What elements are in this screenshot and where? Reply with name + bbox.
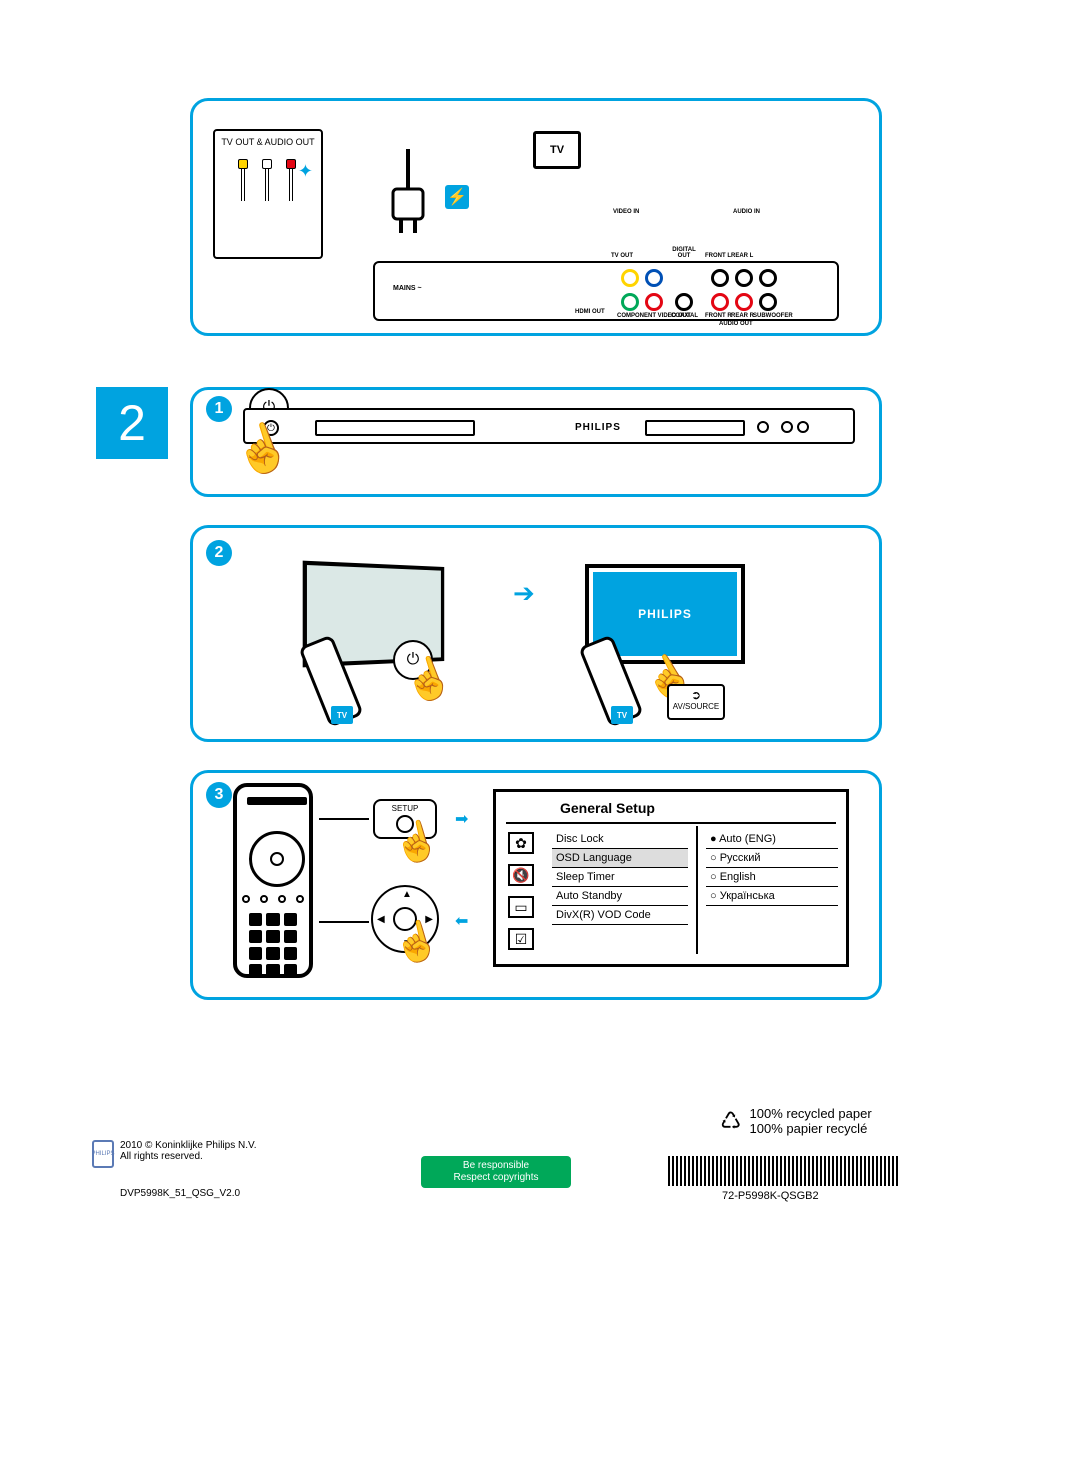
label-video-in: VIDEO IN — [613, 209, 639, 215]
source-input-icon: ➲ — [669, 688, 723, 702]
flow-arrow-right-icon: ➡ — [455, 809, 468, 829]
recycled-en: 100% recycled paper — [750, 1106, 872, 1121]
jack-front-l-icon — [711, 269, 729, 287]
panel-tv-source: TV ⏻ ☝ ➔ PHILIPS TV ☝ ➲ AV/SOURCE — [190, 525, 882, 742]
callout-line-bottom — [319, 921, 369, 923]
label-coaxial: COAXIAL — [671, 313, 698, 319]
copyright-block: PHILIPS 2010 © Koninklijke Philips N.V. … — [92, 1140, 257, 1168]
menu-option[interactable]: Русский — [706, 849, 838, 868]
player-remote-icon — [233, 783, 313, 978]
player-btn-1[interactable] — [757, 421, 769, 433]
flow-arrow-left-icon: ⬅ — [455, 911, 468, 931]
menu-vertical-separator — [696, 826, 698, 954]
barcode-text: 72-P5998K-QSGB2 — [722, 1190, 819, 1202]
document-id: DVP5998K_51_QSG_V2.0 — [120, 1188, 240, 1199]
power-plug-icon — [373, 149, 443, 259]
step-number-box: 2 — [96, 387, 168, 459]
panel-connections: TV OUT & AUDIO OUT ✦ ⚡ TV VIDEO IN AUDIO… — [190, 98, 882, 336]
philips-logo-icon: PHILIPS — [92, 1140, 114, 1168]
label-digital-out: DIGITAL OUT — [671, 247, 697, 259]
label-subwoofer: SUBWOOFER — [753, 313, 793, 319]
substep-1-badge: 1 — [206, 396, 232, 422]
nav-left-icon: ◀ — [377, 914, 385, 925]
menu-item[interactable]: Disc Lock — [552, 830, 688, 849]
recycled-paper-note: ♺ 100% recycled paper 100% papier recycl… — [720, 1106, 872, 1136]
jack-c-icon — [759, 269, 777, 287]
lightning-icon: ⚡ — [445, 185, 469, 209]
jack-rear-r-icon — [735, 293, 753, 311]
copyright-line2: All rights reserved. — [120, 1151, 257, 1162]
label-hdmi-out: HDMI OUT — [575, 309, 605, 315]
setup-menu-title: General Setup — [560, 800, 655, 816]
menu-option[interactable]: Українська — [706, 887, 838, 906]
copyright-line1: 2010 © Koninklijke Philips N.V. — [120, 1140, 257, 1151]
recycled-fr: 100% papier recyclé — [750, 1121, 872, 1136]
rca-yellow-icon — [237, 159, 249, 205]
label-audio-out: AUDIO OUT — [719, 321, 753, 327]
menu-item[interactable]: Sleep Timer — [552, 868, 688, 887]
label-rear-r: REAR R — [731, 313, 754, 319]
setup-menu: General Setup ✿ 🔇 ▭ ☑ Disc Lock OSD Lang… — [493, 789, 849, 967]
player-front-panel: ⏻ PHILIPS — [243, 408, 855, 444]
av-out-box: TV OUT & AUDIO OUT ✦ — [213, 129, 323, 259]
tv-remote-badge-left: TV — [331, 706, 353, 724]
menu-category-icons: ✿ 🔇 ▭ ☑ — [508, 832, 540, 950]
resp-line2: Respect copyrights — [453, 1172, 538, 1184]
arrow-right-icon: ➔ — [513, 578, 535, 609]
player-display — [645, 420, 745, 436]
rca-white-icon — [261, 159, 273, 205]
player-btn-2[interactable] — [781, 421, 793, 433]
label-front-l: FRONT L — [705, 253, 731, 259]
barcode-icon — [668, 1156, 900, 1186]
jack-rear-l-icon — [735, 269, 753, 287]
disc-tray — [315, 420, 475, 436]
menu-item-list: Disc Lock OSD Language Sleep Timer Auto … — [552, 830, 688, 925]
respect-copyrights-badge: Be responsible Respect copyrights — [421, 1156, 571, 1188]
menu-option[interactable]: Auto (ENG) — [706, 830, 838, 849]
label-front-r: FRONT R — [705, 313, 732, 319]
setup-button-label: SETUP — [375, 804, 435, 813]
panel-power-on-player: ⏻ ⏻ PHILIPS ☝ — [190, 387, 882, 497]
jack-pb-icon — [645, 269, 663, 287]
jack-coax-icon — [675, 293, 693, 311]
substep-3-badge: 3 — [206, 782, 232, 808]
av-out-title: TV OUT & AUDIO OUT — [215, 137, 321, 147]
tv-icon: TV — [533, 131, 581, 169]
jack-pr-icon — [645, 293, 663, 311]
menu-icon-video[interactable]: ▭ — [508, 896, 534, 918]
substep-2-badge: 2 — [206, 540, 232, 566]
jack-front-r-icon — [711, 293, 729, 311]
av-source-label: AV/SOURCE — [669, 702, 723, 711]
resp-line1: Be responsible — [463, 1160, 529, 1172]
rca-red-icon — [285, 159, 297, 205]
menu-icon-general[interactable]: ✿ — [508, 832, 534, 854]
menu-icon-preference[interactable]: ☑ — [508, 928, 534, 950]
recycle-icon: ♺ — [720, 1107, 742, 1136]
menu-item[interactable]: Auto Standby — [552, 887, 688, 906]
brand-label: PHILIPS — [575, 422, 621, 433]
label-tv-out: TV OUT — [611, 253, 633, 259]
menu-item[interactable]: DivX(R) VOD Code — [552, 906, 688, 925]
label-mains: MAINS ~ — [393, 285, 422, 292]
tv-remote-badge-right: TV — [611, 706, 633, 724]
menu-icon-audio[interactable]: 🔇 — [508, 864, 534, 886]
menu-option-list: Auto (ENG) Русский English Українська — [706, 830, 838, 906]
player-rear-panel: MAINS ~ HDMI OUT TV OUT DIGITAL OUT COMP… — [373, 261, 839, 321]
jack-tvout-icon — [621, 269, 639, 287]
jack-y-icon — [621, 293, 639, 311]
menu-divider — [506, 822, 836, 824]
star-icon: ✦ — [298, 161, 313, 182]
callout-line-top — [319, 818, 369, 820]
jack-sub-icon — [759, 293, 777, 311]
nav-up-icon: ▲ — [402, 889, 412, 900]
menu-item[interactable]: OSD Language — [552, 849, 688, 868]
av-source-callout: ➲ AV/SOURCE — [667, 684, 725, 720]
panel-setup-menu: SETUP ☝ ➡ ▲ ▼ ◀ ▶ ☝ ⬅ General Setup ✿ 🔇 … — [190, 770, 882, 1000]
menu-option[interactable]: English — [706, 868, 838, 887]
label-audio-in: AUDIO IN — [733, 209, 760, 215]
label-rear-l: REAR L — [731, 253, 753, 259]
player-btn-3[interactable] — [797, 421, 809, 433]
